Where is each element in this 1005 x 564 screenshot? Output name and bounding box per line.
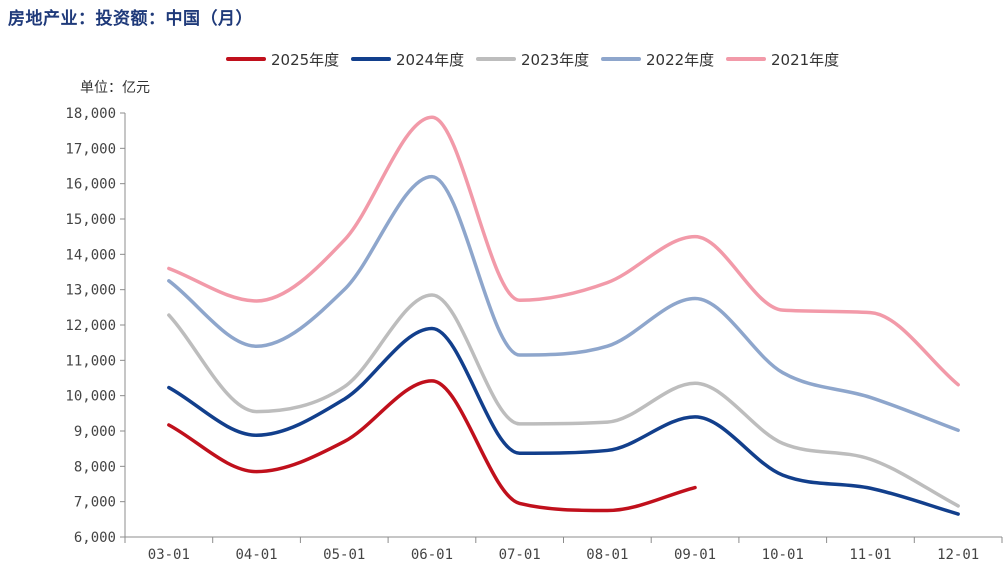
legend-label: 2023年度 — [521, 51, 589, 69]
legend: 2025年度 2024年度 2023年度 2022年度 2021年度 — [226, 51, 839, 69]
series-line-2021年度 — [167, 115, 960, 387]
x-tick-label: 10-01 — [762, 547, 804, 563]
series-line-2025年度 — [167, 379, 697, 513]
y-tick-label: 15,000 — [65, 212, 116, 228]
x-tick-label: 08-01 — [586, 547, 628, 563]
y-tick-label: 6,000 — [74, 530, 116, 546]
axes: 6,000 7,000 8,000 9,000 10,000 11,000 12,000 13… — [65, 106, 1003, 563]
x-tick-label: 03-01 — [148, 547, 190, 563]
x-tick-label: 06-01 — [411, 547, 453, 563]
y-tick-label: 9,000 — [74, 424, 116, 440]
x-tick-label: 12-01 — [937, 547, 979, 563]
y-tick-label: 14,000 — [65, 247, 116, 263]
y-tick-label: 16,000 — [65, 177, 116, 193]
y-tick-label: 13,000 — [65, 283, 116, 299]
legend-label: 2022年度 — [646, 51, 714, 69]
y-tick-label: 8,000 — [74, 459, 116, 475]
x-tick-label: 09-01 — [674, 547, 716, 563]
series-line-2024年度 — [167, 326, 960, 516]
legend-label: 2025年度 — [271, 51, 339, 69]
x-tick-label: 11-01 — [849, 547, 891, 563]
y-tick-label: 11,000 — [65, 353, 116, 369]
y-tick-label: 18,000 — [65, 106, 116, 122]
series-lines — [167, 115, 960, 516]
legend-label: 2021年度 — [771, 51, 839, 69]
chart-title: 房地产业：投资额：中国（月） — [8, 9, 253, 29]
y-axis-unit-label: 单位：亿元 — [80, 80, 150, 96]
x-tick-label: 05-01 — [323, 547, 365, 563]
y-tick-label: 17,000 — [65, 141, 116, 157]
y-tick-label: 10,000 — [65, 389, 116, 405]
series-line-2023年度 — [167, 293, 960, 508]
series-line-2022年度 — [167, 174, 960, 433]
legend-label: 2024年度 — [396, 51, 464, 69]
x-tick-label: 04-01 — [235, 547, 277, 563]
y-tick-label: 12,000 — [65, 318, 116, 334]
x-tick-label: 07-01 — [499, 547, 541, 563]
y-tick-label: 7,000 — [74, 495, 116, 511]
